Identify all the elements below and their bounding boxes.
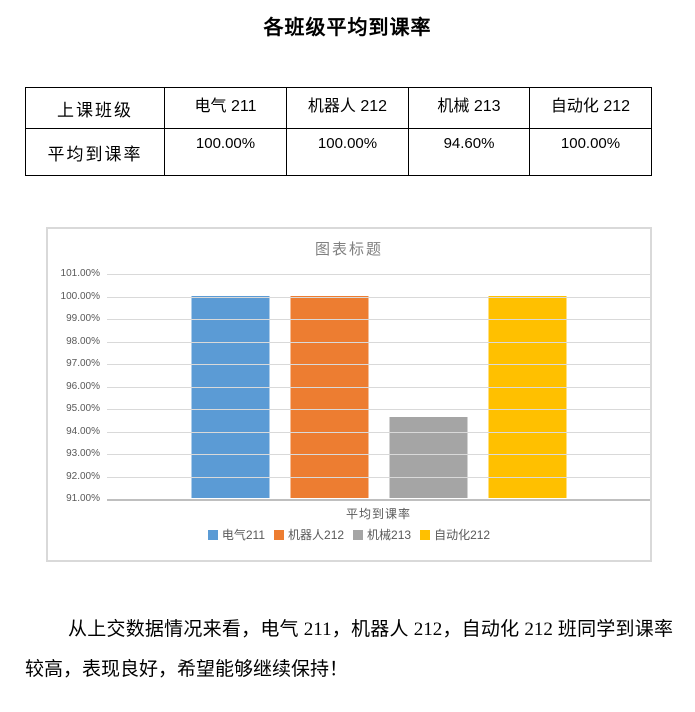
legend-label: 自动化212: [434, 528, 491, 542]
attendance-table: 上课班级 电气 211 机器人 212 机械 213 自动化 212 平均到课率…: [25, 87, 652, 176]
y-axis-tick-label: 94.00%: [66, 425, 100, 437]
legend-label: 机械213: [367, 528, 412, 542]
class-name-cell: 电气 211: [164, 87, 287, 129]
row-label-rate: 平均到课率: [25, 128, 165, 176]
legend-item: 机器人212: [274, 526, 344, 543]
bar-机械213: [389, 417, 467, 498]
y-axis-tick-label: 96.00%: [66, 380, 100, 392]
legend-swatch-icon: [420, 529, 431, 540]
rate-value-cell: 100.00%: [286, 128, 409, 176]
y-axis-tick-label: 95.00%: [66, 403, 100, 414]
legend-item: 机械213: [353, 526, 411, 543]
gridline: [107, 454, 650, 455]
gridline: [107, 296, 650, 298]
y-axis-tick-label: 100.00%: [60, 290, 100, 302]
class-name-cell: 机械 213: [408, 87, 530, 129]
chart-title: 图表标题: [314, 241, 383, 258]
page-title: 各班级平均到课率: [263, 17, 432, 39]
y-axis-tick-label: 93.00%: [66, 448, 100, 459]
rate-value-cell: 94.60%: [408, 128, 530, 176]
row-label-class: 上课班级: [25, 87, 165, 129]
class-name-cell: 机器人 212: [286, 87, 409, 129]
bar-机器人212: [290, 295, 368, 498]
gridline: [107, 386, 650, 388]
attendance-bar-chart: 图表标题 101.00% 100.00% 99.00% 98.00% 97.00% 96.…: [46, 227, 652, 562]
gridline: [107, 409, 650, 410]
gridline: [107, 476, 650, 478]
y-axis-tick-label: 101.00%: [60, 268, 100, 279]
legend-swatch-icon: [353, 529, 364, 540]
rate-value-cell: 100.00%: [164, 128, 287, 176]
y-axis-tick-label: 92.00%: [66, 470, 100, 482]
y-axis-tick-label: 97.00%: [66, 358, 100, 369]
gridline: [107, 274, 650, 275]
table-header-row: 上课班级 电气 211 机器人 212 机械 213 自动化 212: [25, 87, 652, 129]
x-axis-line: [107, 499, 650, 501]
gridline: [107, 319, 650, 320]
gridline: [107, 364, 650, 365]
class-name-cell: 自动化 212: [529, 87, 652, 129]
legend-swatch-icon: [207, 529, 218, 540]
bar-cluster: [191, 295, 566, 498]
gridline: [107, 341, 650, 343]
x-axis-category-label: 平均到课率: [345, 507, 411, 521]
gridline: [107, 431, 650, 433]
y-axis-tick-label: 91.00%: [66, 493, 100, 504]
chart-legend: 电气211 机器人212 机械213 自动化212: [48, 526, 650, 543]
legend-item: 自动化212: [420, 526, 490, 543]
legend-label: 机器人212: [288, 528, 345, 542]
rate-value-cell: 100.00%: [529, 128, 652, 176]
legend-swatch-icon: [274, 529, 285, 540]
y-axis-tick-label: 99.00%: [66, 313, 100, 324]
y-axis-tick-labels: 101.00% 100.00% 99.00% 98.00% 97.00% 96.00% 95…: [48, 268, 100, 504]
bar-电气211: [191, 295, 269, 498]
y-axis-tick-label: 98.00%: [66, 335, 100, 347]
table-value-row: 平均到课率 100.00% 100.00% 94.60% 100.00%: [25, 128, 652, 176]
summary-paragraph: 从上交数据情况来看，电气 211，机器人 212，自动化 212 班同学到课率较…: [25, 619, 673, 680]
legend-item: 电气211: [207, 526, 266, 543]
legend-label: 电气211: [221, 528, 266, 542]
plot-area: [107, 274, 650, 501]
bar-自动化212: [488, 295, 566, 498]
